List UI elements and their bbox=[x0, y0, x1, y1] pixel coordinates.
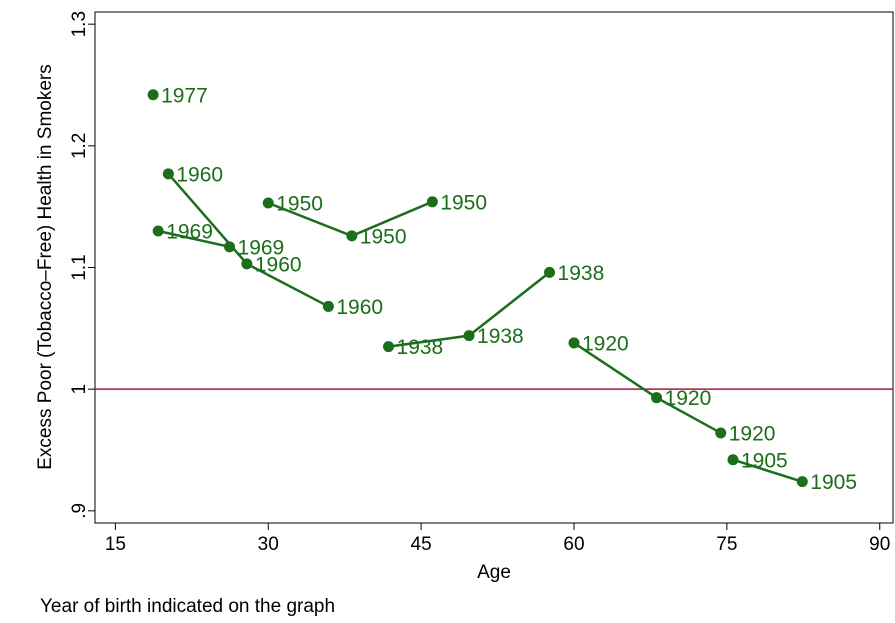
x-tick-label: 15 bbox=[105, 534, 126, 555]
point-label: 1920 bbox=[582, 332, 629, 355]
point-label: 1960 bbox=[176, 163, 223, 186]
y-tick-label: 1.3 bbox=[69, 11, 90, 37]
point bbox=[162, 168, 174, 180]
point bbox=[383, 341, 395, 353]
x-axis-title: Age bbox=[477, 562, 511, 583]
y-tick-label: .9 bbox=[69, 503, 90, 519]
x-tick-label: 30 bbox=[258, 534, 279, 555]
point bbox=[544, 266, 556, 278]
point-label: 1950 bbox=[360, 225, 407, 248]
plot-frame bbox=[94, 11, 894, 524]
point bbox=[262, 197, 274, 209]
point-label: 1938 bbox=[477, 325, 524, 348]
point-label: 1969 bbox=[166, 221, 213, 244]
x-tick-label: 90 bbox=[869, 534, 890, 555]
point-label: 1960 bbox=[255, 253, 302, 276]
point-label: 1938 bbox=[397, 336, 444, 359]
point bbox=[568, 337, 580, 349]
point-label: 1960 bbox=[336, 296, 383, 319]
point bbox=[322, 300, 334, 312]
note: Year of birth indicated on the graph bbox=[40, 596, 335, 617]
y-tick-label: 1 bbox=[69, 384, 90, 395]
x-tick-label: 75 bbox=[716, 534, 737, 555]
series-line bbox=[157, 229, 230, 249]
point-label: 1969 bbox=[238, 236, 285, 259]
point-label: 1905 bbox=[810, 471, 857, 494]
point bbox=[147, 89, 159, 101]
point-label: 1938 bbox=[558, 262, 605, 285]
point bbox=[346, 230, 358, 242]
point bbox=[241, 258, 253, 270]
point bbox=[463, 330, 475, 342]
point-label: 1950 bbox=[440, 191, 487, 214]
point bbox=[727, 454, 739, 466]
point-label: 1920 bbox=[729, 423, 776, 446]
point-label: 1905 bbox=[741, 449, 788, 472]
series-line bbox=[732, 458, 803, 483]
y-tick-label: 1.2 bbox=[69, 133, 90, 159]
point bbox=[426, 196, 438, 208]
point bbox=[224, 241, 236, 253]
y-axis-title: Excess Poor (Tobacco–Free) Health in Smo… bbox=[35, 64, 56, 470]
point bbox=[796, 476, 808, 488]
x-tick-label: 45 bbox=[411, 534, 432, 555]
point bbox=[651, 392, 663, 404]
point bbox=[715, 427, 727, 439]
point bbox=[152, 225, 164, 237]
point-label: 1977 bbox=[161, 84, 208, 107]
x-tick-label: 60 bbox=[563, 534, 584, 555]
y-tick-label: 1.1 bbox=[69, 254, 90, 280]
point-label: 1950 bbox=[276, 193, 323, 216]
point-label: 1920 bbox=[665, 387, 712, 410]
